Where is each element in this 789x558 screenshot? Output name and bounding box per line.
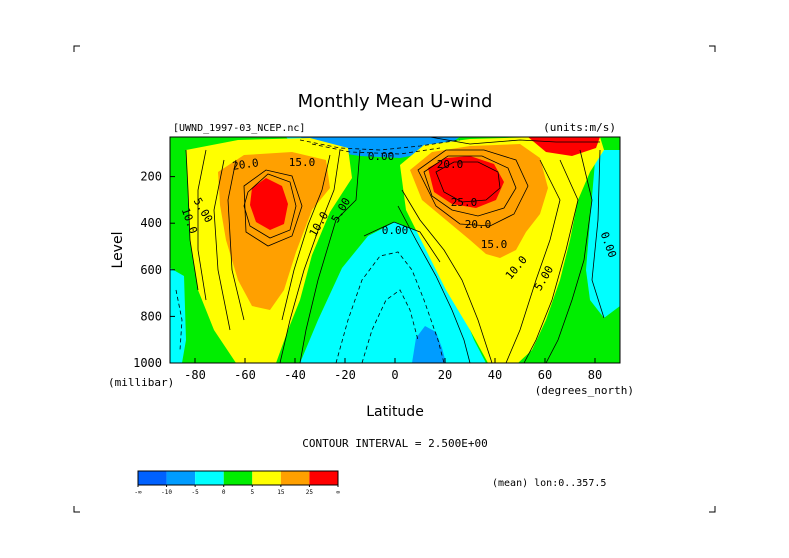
colorbar-swatch — [309, 471, 338, 485]
y-axis: 200 400 600 800 1000 — [133, 170, 175, 370]
colorbar: -∞ -10 -5 0 5 15 25 ∞ — [134, 470, 340, 496]
colorbar-tick-label: -10 — [161, 489, 172, 496]
dataset-label: [UWND_1997-03_NCEP.nc] — [173, 123, 305, 134]
contour-label: 0.00 — [382, 224, 409, 237]
colorbar-swatch — [195, 471, 224, 485]
y-tick-label: 600 — [140, 263, 162, 277]
x-tick-label: 20 — [438, 368, 452, 382]
y-tick-label: 200 — [140, 170, 162, 184]
colorbar-swatch — [252, 471, 281, 485]
colorbar-tick-label: -5 — [192, 489, 200, 496]
colorbar-swatch — [138, 471, 167, 485]
colorbar-tick-label: -∞ — [134, 489, 142, 496]
contour-interval-text: CONTOUR INTERVAL = 2.500E+00 — [302, 437, 487, 450]
x-tick-label: -40 — [284, 368, 306, 382]
x-tick-label: -20 — [334, 368, 356, 382]
colorbar-tick-label: 5 — [250, 489, 254, 496]
filled-contours — [170, 137, 620, 363]
y-tick-label: 400 — [140, 216, 162, 230]
colorbar-frame — [137, 470, 339, 486]
colorbar-tick-label: ∞ — [336, 489, 340, 496]
cyan-tropical-region — [300, 222, 486, 363]
colorbar-swatch — [223, 471, 253, 485]
x-axis: -80 -60 -40 -20 0 20 40 60 80 — [184, 358, 602, 382]
contour-label: 25.0 — [451, 196, 478, 209]
mean-longitude-text: (mean) lon:0..357.5 — [492, 478, 606, 489]
x-tick-label: 0 — [391, 368, 398, 382]
colorbar-swatch — [280, 471, 310, 485]
units-label: (units:m/s) — [543, 121, 616, 134]
x-axis-label: Latitude — [366, 404, 424, 420]
colorbar-tick-label: 0 — [222, 489, 226, 496]
x-tick-label: 60 — [538, 368, 552, 382]
y-axis-units: (millibar) — [108, 376, 174, 389]
y-tick-label: 1000 — [133, 356, 162, 370]
y-tick-label: 800 — [140, 309, 162, 323]
colorbar-tick-label: 25 — [306, 489, 314, 496]
colorbar-tick-label: 15 — [277, 489, 285, 496]
contour-label: 0.00 — [368, 150, 395, 163]
x-axis-units: (degrees_north) — [535, 384, 634, 397]
x-tick-label: -60 — [234, 368, 256, 382]
cyan-north-region — [586, 150, 620, 318]
contour-label: 15.0 — [289, 156, 316, 169]
cyan-south-surface-region — [170, 268, 186, 363]
red-southern-core — [250, 178, 288, 230]
orange-southern-jet — [218, 152, 330, 310]
chart-title: Monthly Mean U-wind — [298, 91, 493, 112]
contour-label: 20.0 — [231, 156, 259, 173]
colorbar-swatch — [166, 471, 196, 485]
contour-label: 20.0 — [465, 218, 492, 231]
x-tick-label: 80 — [588, 368, 602, 382]
x-tick-label: 40 — [488, 368, 502, 382]
crop-marks — [73, 45, 716, 513]
blue-near-surface-region — [412, 326, 446, 363]
x-tick-label: -80 — [184, 368, 206, 382]
contour-label: 20.0 — [437, 158, 464, 171]
contour-label: 15.0 — [481, 238, 508, 251]
y-axis-label: Level — [110, 232, 126, 269]
red-northern-core — [428, 156, 504, 208]
